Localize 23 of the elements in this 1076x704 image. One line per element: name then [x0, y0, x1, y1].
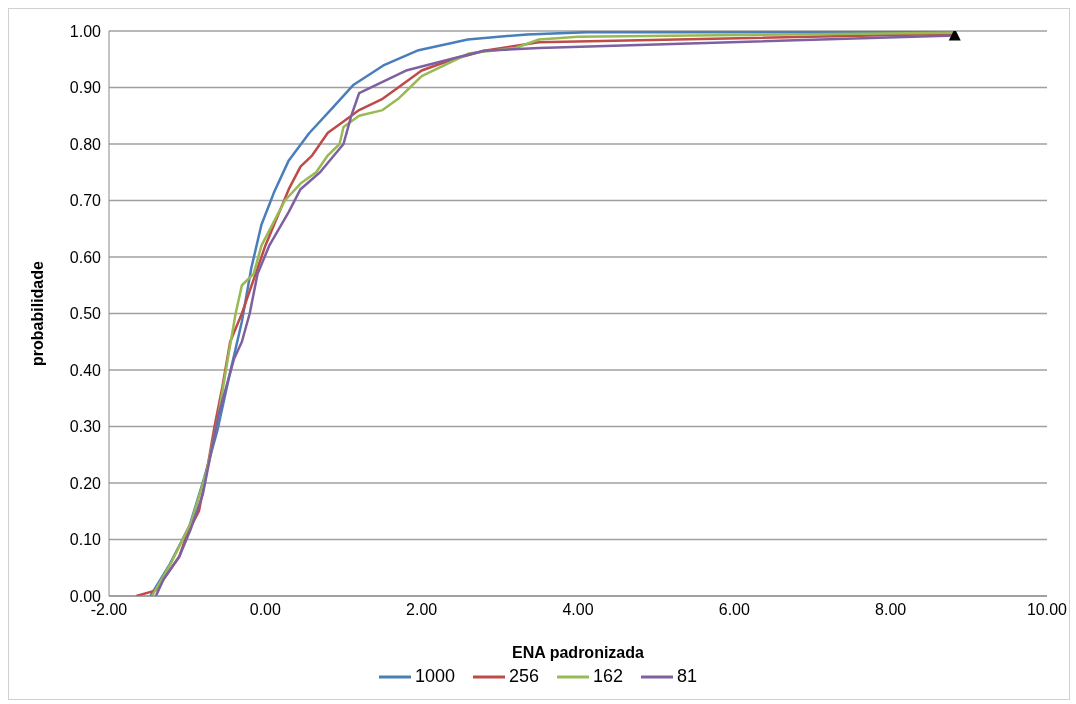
x-tick-label: -2.00 [90, 601, 128, 619]
x-tick-label: 2.00 [406, 601, 438, 619]
x-tick-label: 8.00 [875, 601, 907, 619]
legend-label: 256 [507, 666, 539, 687]
y-tick-label: 0.10 [69, 531, 102, 549]
legend-label: 1000 [413, 666, 455, 687]
y-tick-label: 1.00 [69, 22, 102, 40]
x-tick-label: 4.00 [562, 601, 594, 619]
y-tick-label: 0.60 [69, 248, 102, 266]
x-tick-label: 0.00 [249, 601, 282, 619]
y-tick-label: 0.30 [69, 418, 102, 436]
legend-label: 81 [676, 666, 698, 687]
x-tick-label: 10.00 [1026, 601, 1068, 619]
x-axis-title: ENA padronizada [512, 644, 645, 661]
y-tick-label: 0.50 [69, 305, 102, 323]
y-tick-label: 0.90 [69, 79, 102, 97]
y-axis-title: probabilidade [28, 260, 46, 366]
y-tick-label: 0.70 [69, 192, 102, 210]
x-tick-label: 6.00 [718, 601, 751, 619]
legend-label: 162 [592, 666, 624, 687]
y-tick-label: 0.40 [69, 361, 102, 379]
y-tick-label: 0.80 [69, 135, 102, 153]
y-tick-label: 0.20 [69, 474, 102, 492]
